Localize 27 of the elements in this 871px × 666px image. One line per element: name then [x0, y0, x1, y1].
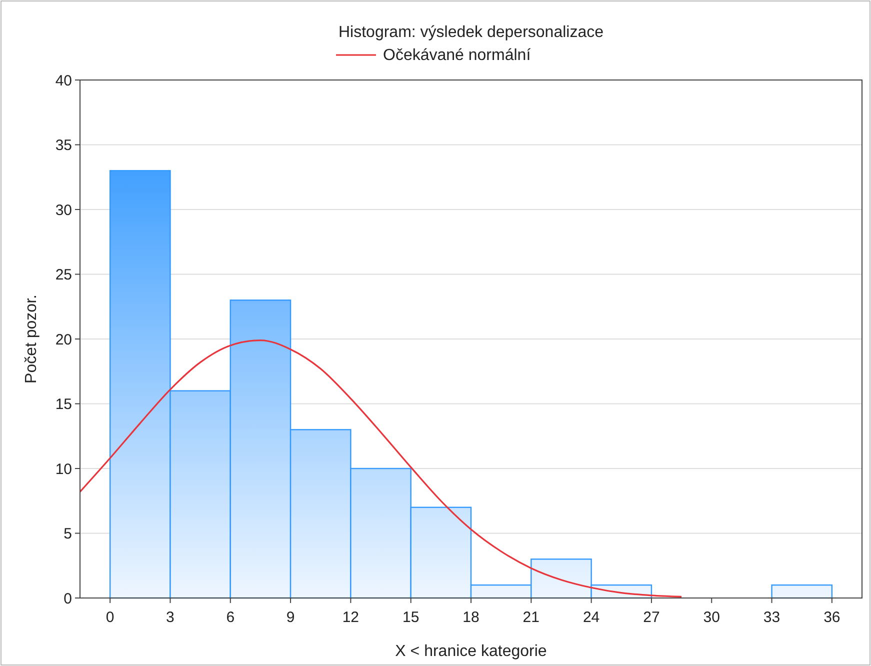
- x-tick-label: 3: [166, 609, 174, 626]
- y-tick-label: 35: [55, 137, 72, 154]
- x-tick-label: 33: [763, 609, 780, 626]
- y-tick-label: 40: [55, 72, 72, 90]
- y-tick-label: 5: [64, 526, 72, 542]
- y-tick-label: 25: [55, 266, 72, 284]
- y-tick-label: 30: [55, 202, 72, 219]
- chart-title: Histogram: výsledek depersonalizace: [338, 24, 604, 41]
- x-tick-label: 21: [522, 609, 540, 626]
- y-axis-title: Počet pozor.: [23, 294, 40, 384]
- x-axis-title: X < hranice kategorie: [395, 643, 547, 660]
- y-tick-label: 15: [55, 396, 72, 413]
- y-tick-label: 20: [55, 331, 72, 348]
- x-tick-label: 6: [226, 609, 235, 626]
- legend-label: Očekávané normální: [383, 47, 532, 64]
- x-tick-label: 36: [824, 609, 840, 626]
- x-tick-label: 24: [582, 609, 600, 626]
- line-series: [80, 339, 682, 598]
- x-tick-label: 15: [402, 609, 420, 626]
- x-tick-label: 9: [286, 609, 295, 626]
- x-tick-label: 0: [106, 609, 114, 626]
- x-tick-label: 12: [342, 609, 360, 626]
- y-tick-label: 10: [55, 460, 72, 478]
- x-tick-label: 27: [643, 609, 660, 626]
- x-tick-label: 18: [462, 609, 480, 626]
- x-tick-label: 30: [703, 609, 720, 626]
- y-tick-label: 0: [64, 590, 72, 608]
